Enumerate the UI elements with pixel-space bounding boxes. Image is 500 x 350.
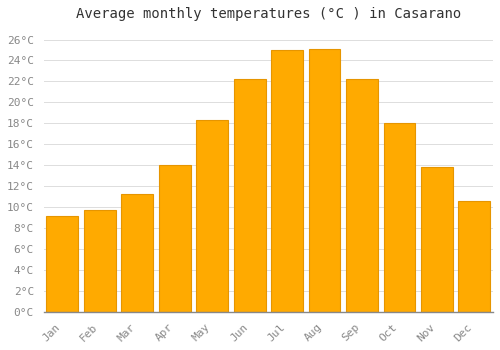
Bar: [271, 50, 303, 312]
Bar: [46, 216, 78, 312]
Bar: [234, 79, 266, 312]
Bar: [84, 210, 116, 312]
Bar: [122, 194, 153, 312]
Bar: [421, 167, 453, 312]
Title: Average monthly temperatures (°C ) in Casarano: Average monthly temperatures (°C ) in Ca…: [76, 7, 461, 21]
Bar: [159, 165, 190, 312]
Bar: [346, 79, 378, 312]
Bar: [384, 123, 416, 312]
Bar: [308, 49, 340, 312]
Bar: [196, 120, 228, 312]
Bar: [458, 201, 490, 312]
